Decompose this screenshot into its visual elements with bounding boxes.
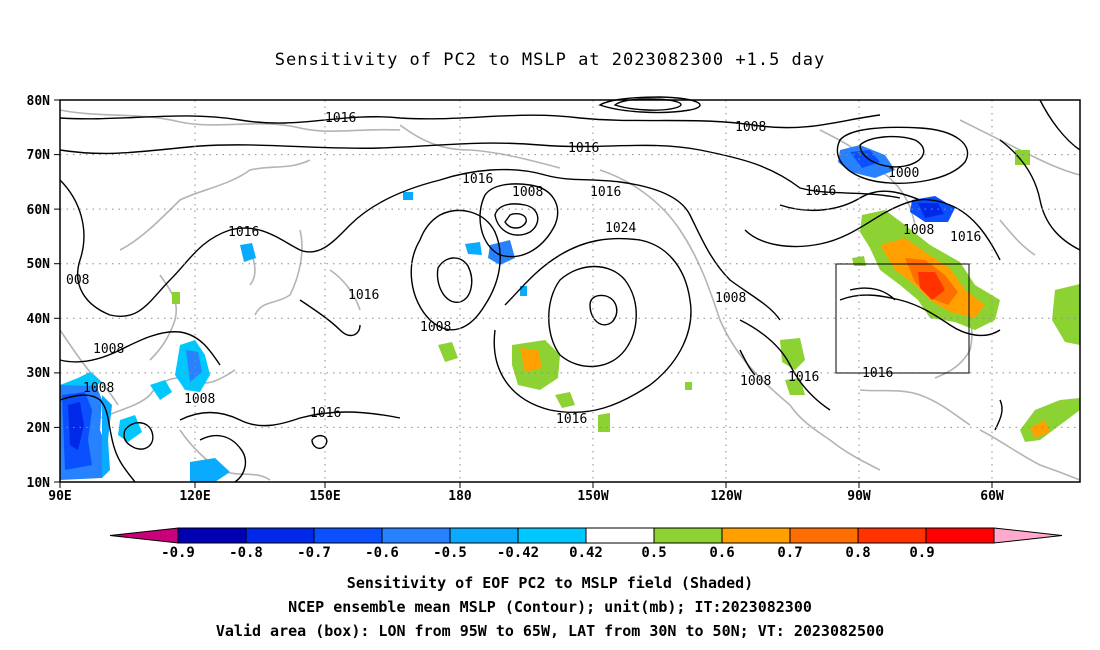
colorbar-label: 0.6 [709,545,734,561]
caption-shaded: Sensitivity of EOF PC2 to MSLP field (Sh… [346,574,754,592]
lon-label: 150W [577,489,608,504]
lon-label: 120W [710,489,741,504]
colorbar-labels: -0.9 -0.8 -0.7 -0.6 -0.5 -0.42 0.42 0.5 … [161,545,935,561]
colorbar-segment [925,527,995,544]
contour-label: 1008 [735,120,766,135]
contour-label: 1008 [93,342,124,357]
contour-label: 1016 [348,288,379,303]
lon-label: 90W [847,489,871,504]
contour-label: 1016 [228,225,259,240]
longitude-labels: 90E 120E 150E 180 150W 120W 90W 60W [48,489,1004,504]
valid-area-box [835,263,970,374]
lat-label: 20N [27,421,51,436]
colorbar-segment [245,527,315,544]
contour-label: 1008 [83,381,114,396]
lat-label: 40N [27,312,51,327]
colorbar-label: -0.9 [161,545,195,561]
lon-label: 60W [980,489,1004,504]
contour-label: 1008 [512,185,543,200]
contour-label: 1008 [420,320,451,335]
contour-label: 1016 [556,412,587,427]
lat-label: 10N [27,476,51,491]
contour-label: 1016 [788,370,819,385]
colorbar-segment [109,527,179,544]
contour-label: 1008 [715,291,746,306]
contour-label: 1016 [862,366,893,381]
colorbar-label: -0.5 [433,545,467,561]
sensitivity-shading [60,145,1080,482]
lat-label: 30N [27,366,51,381]
latitude-labels: 80N 70N 60N 50N 40N 30N 20N 10N [27,94,51,491]
contour-label: 1016 [325,111,356,126]
contour-label: 1016 [805,184,836,199]
colorbar-segment [449,527,519,544]
colorbar-segment [653,527,723,544]
contour-label: 1008 [740,374,771,389]
colorbar-segment [585,527,655,544]
colorbar-segment [517,527,587,544]
graticule [60,100,1080,482]
contour-label: 1008 [903,223,934,238]
lon-label: 90E [48,489,71,504]
colorbar-segment [721,527,791,544]
contour-label-group: 1016 1008 1016 1016 1008 1016 1000 1016 … [66,111,981,427]
lon-label: 150E [309,489,340,504]
caption-contour: NCEP ensemble mean MSLP (Contour); unit(… [288,598,812,616]
colorbar-label: -0.42 [497,545,539,561]
contour-label: 1016 [568,141,599,156]
contour-label: 008 [66,273,89,288]
lat-label: 70N [27,148,51,163]
colorbar-segment [789,527,859,544]
lat-label: 60N [27,203,51,218]
colorbar-label: 0.9 [909,545,934,561]
contour-label: 1008 [184,392,215,407]
colorbar-label: -0.6 [365,545,399,561]
contour-label: 1016 [590,185,621,200]
contour-label: 1024 [605,221,636,236]
lat-label: 80N [27,94,51,109]
contour-label: 1016 [462,172,493,187]
colorbar-segment [857,527,927,544]
colorbar-label: 0.8 [845,545,870,561]
colorbar-segment [381,527,451,544]
contour-label: 1016 [950,230,981,245]
caption-valid-area: Valid area (box): LON from 95W to 65W, L… [215,622,885,640]
colorbar [109,527,1063,544]
colorbar-segment [177,527,247,544]
lon-label: 120E [179,489,210,504]
colorbar-segment [993,527,1063,544]
colorbar-label: 0.7 [777,545,802,561]
map-title: Sensitivity of PC2 to MSLP at 2023082300… [274,50,826,70]
colorbar-segment [313,527,383,544]
colorbar-label: 0.42 [569,545,603,561]
colorbar-label: -0.8 [229,545,263,561]
contour-label: 1000 [888,166,919,181]
mslp-contours [59,96,1081,483]
lon-label: 180 [448,489,472,504]
colorbar-label: -0.7 [297,545,331,561]
contour-label: 1016 [310,406,341,421]
colorbar-label: 0.5 [641,545,666,561]
lat-label: 50N [27,257,51,272]
